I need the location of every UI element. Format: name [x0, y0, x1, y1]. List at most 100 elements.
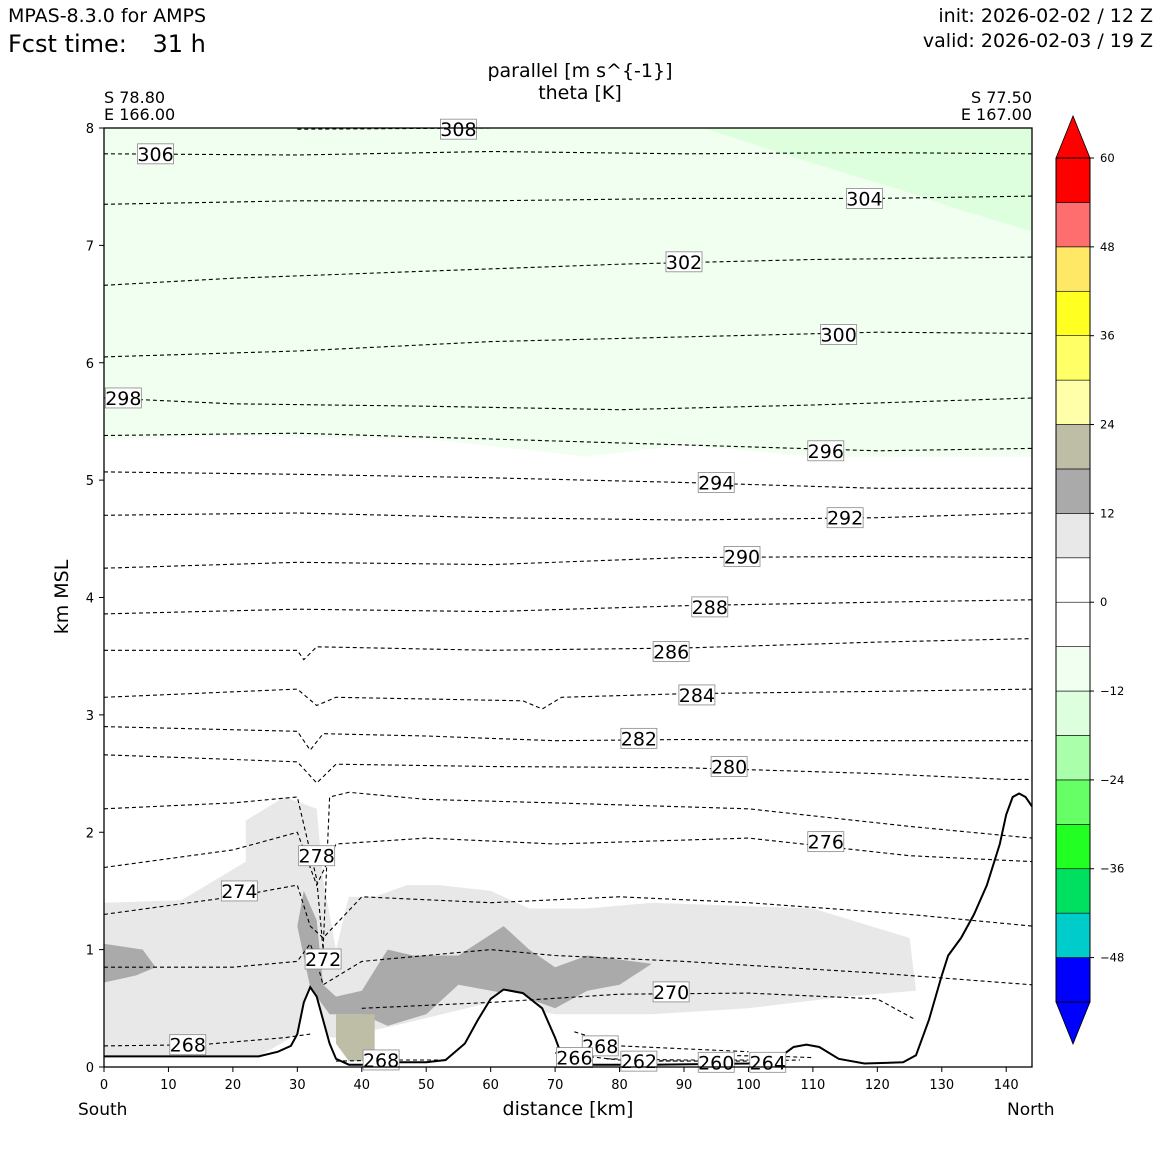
- contour-label-298: 298: [105, 388, 141, 410]
- y-axis: 0 1 2 3 4 5 6 7 8: [86, 122, 104, 1076]
- theta-contour-290: [104, 555, 1032, 569]
- left-direction: South: [78, 1100, 128, 1120]
- x-axis: 0 10 20 30 40 50 60 70 80 90 100 110 120 130 140: [100, 1067, 1019, 1093]
- contour-label-box-304: [846, 188, 883, 209]
- colorbar-extend-top: [1055, 114, 1091, 159]
- theta-contour-294: [104, 471, 1032, 489]
- right-end-lat: S 77.50: [970, 88, 1032, 107]
- x-tick-label: 140: [994, 1078, 1019, 1093]
- chart-title: parallel [m s^{-1}]: [487, 60, 673, 82]
- contour-label-box-288: [691, 596, 729, 618]
- contour-label-282: 282: [621, 728, 657, 750]
- colorbar-segment: [1055, 912, 1091, 958]
- contour-label-308: 308: [440, 119, 476, 141]
- contour-label-box-268: [169, 1034, 207, 1056]
- shaded-region-1: [703, 128, 1032, 232]
- left-end-lon: E 166.00: [104, 105, 176, 124]
- colorbar-segment: [1055, 957, 1091, 1003]
- theta-contour-306: [104, 150, 1032, 156]
- theta-contour-280: [104, 754, 1032, 784]
- contour-label-272: 272: [305, 949, 341, 971]
- y-tick-label: 0: [86, 1061, 94, 1076]
- contour-label-306: 306: [137, 144, 173, 166]
- colorbar-segment: [1055, 557, 1091, 603]
- x-tick-label: 90: [676, 1078, 693, 1093]
- contour-label-284: 284: [679, 685, 715, 707]
- contour-label-box-298: [104, 387, 142, 409]
- colorbar-segment: [1055, 246, 1091, 292]
- colorbar-frame: [1055, 157, 1091, 1003]
- colorbar-segment: [1055, 690, 1091, 736]
- theta-contour-272: [104, 942, 1032, 986]
- x-tick-label: 50: [418, 1078, 435, 1093]
- y-tick-label: 5: [86, 474, 94, 489]
- colorbar-tick-label: −48: [1100, 951, 1124, 965]
- colorbar-tick-label: −36: [1100, 862, 1124, 876]
- contour-label-270: 270: [653, 982, 689, 1004]
- theta-contour-278: [104, 791, 1032, 950]
- y-tick-label: 8: [86, 122, 94, 137]
- x-tick-label: 80: [611, 1078, 628, 1093]
- contour-label-box-284: [678, 684, 716, 706]
- theta-contour-286: [104, 638, 1032, 661]
- x-tick-label: 10: [160, 1078, 177, 1093]
- colorbar-segment: [1055, 379, 1091, 425]
- contour-label-268: 268: [363, 1050, 399, 1072]
- theta-contour-300: [104, 331, 1032, 358]
- theta-contour-292: [104, 512, 1032, 521]
- shaded-region-3: [104, 943, 156, 983]
- x-tick-label: 40: [354, 1078, 371, 1093]
- contour-label-box-290: [723, 546, 761, 567]
- theta-contour-298: [104, 397, 1032, 411]
- x-tick-label: 120: [865, 1078, 890, 1093]
- colorbar-tick-label: −12: [1100, 684, 1124, 698]
- y-tick-label: 3: [86, 709, 94, 724]
- contour-label-262: 262: [621, 1051, 657, 1073]
- contour-label-box-268: [362, 1049, 400, 1071]
- x-tick-label: 0: [100, 1078, 108, 1093]
- colorbar: −48 −36 −24 −12 0 12 24 36 48 60: [1055, 114, 1124, 1046]
- contour-label-box-306: [137, 143, 174, 165]
- theta-contour-308: [297, 128, 749, 130]
- contour-label-box-300: [820, 324, 858, 345]
- colorbar-segment: [1055, 646, 1091, 692]
- contour-label-260: 260: [698, 1052, 734, 1074]
- theta-contour-282: [104, 726, 1032, 752]
- colorbar-segment: [1055, 779, 1091, 825]
- x-tick-label: 20: [225, 1078, 242, 1093]
- colorbar-tick-label: −24: [1100, 773, 1124, 787]
- contour-label-box-282: [620, 727, 658, 749]
- shaded-region-0: [104, 128, 1032, 457]
- colorbar-tick-label: 12: [1100, 506, 1115, 520]
- theta-contour-296: [104, 432, 1032, 452]
- contour-label-box-280: [710, 756, 748, 777]
- contour-label-292: 292: [827, 508, 863, 530]
- theta-contour-288: [104, 599, 1032, 615]
- contour-label-box-302: [665, 251, 703, 273]
- shaded-region-5: [336, 1014, 375, 1062]
- contour-label-box-276: [807, 831, 845, 853]
- colorbar-segment: [1055, 513, 1091, 559]
- valid-time: valid: 2026-02-03 / 19 Z: [922, 30, 1153, 52]
- terrain-fill: [104, 793, 1032, 1067]
- contour-label-278: 278: [299, 846, 335, 868]
- y-tick-label: 2: [86, 826, 94, 841]
- contour-label-300: 300: [821, 325, 857, 347]
- x-tick-label: 60: [482, 1078, 499, 1093]
- contour-label-290: 290: [724, 546, 760, 568]
- chart-subtitle: theta [K]: [538, 82, 622, 104]
- colorbar-segment: [1055, 202, 1091, 248]
- y-tick-label: 7: [86, 239, 94, 254]
- theta-contour-304: [104, 195, 1032, 205]
- fcst-time: Fcst time: 31 h: [8, 30, 206, 58]
- colorbar-extend-bottom: [1055, 1001, 1091, 1046]
- wind-shading: [104, 128, 1032, 1062]
- colorbar-segment: [1055, 868, 1091, 914]
- contour-label-274: 274: [221, 881, 257, 903]
- y-tick-label: 4: [86, 592, 94, 607]
- x-tick-label: 110: [800, 1078, 825, 1093]
- contour-label-294: 294: [698, 472, 734, 494]
- shaded-region-4: [297, 890, 652, 1026]
